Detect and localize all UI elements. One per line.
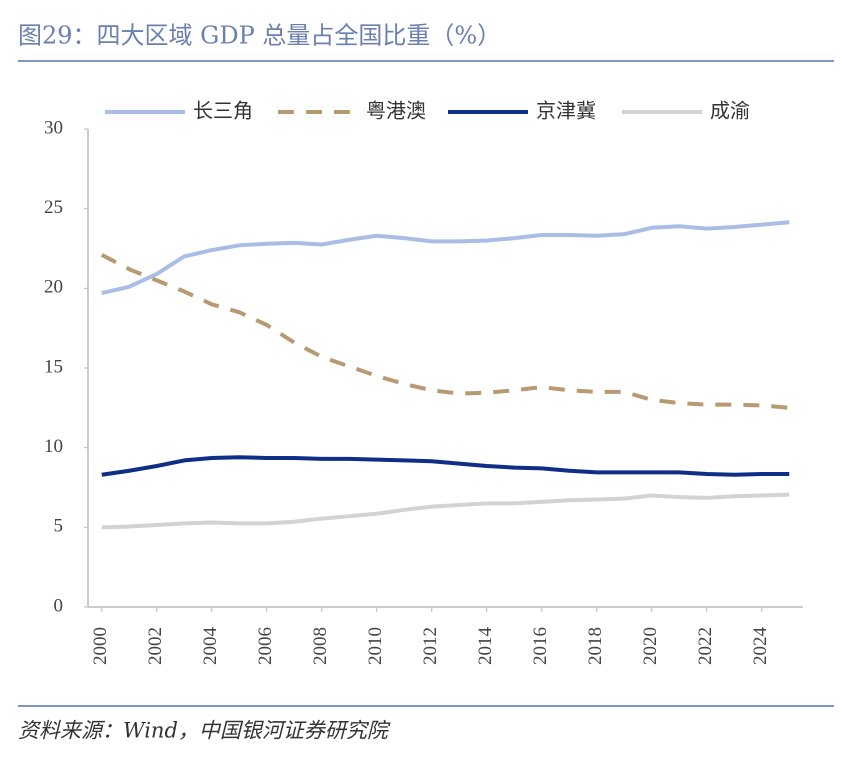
x-tick-label: 2016 [530,627,551,665]
legend-label: 成渝 [710,99,750,123]
y-tick-label: 5 [54,516,64,537]
x-tick-label: 2006 [255,627,276,665]
legend-label: 粤港澳 [366,99,426,123]
y-tick-label: 10 [44,436,63,457]
x-tick-label: 2004 [200,627,221,666]
legend-label: 京津冀 [536,99,596,123]
x-tick-label: 2012 [420,627,441,665]
chart-title: 图29：四大区域 GDP 总量占全国比重（%） [18,22,501,50]
y-tick-label: 25 [44,197,63,218]
x-tick-label: 2020 [640,627,661,665]
series-line [101,220,790,296]
y-tick-label: 20 [44,277,63,298]
x-tick-label: 2022 [695,627,716,665]
legend-label: 长三角 [193,99,253,123]
x-tick-label: 2000 [90,627,111,665]
x-tick-label: 2014 [475,627,496,666]
y-tick-label: 15 [44,356,63,377]
x-tick-label: 2018 [585,627,606,665]
x-tick-label: 2002 [145,627,166,665]
series-line [101,455,790,477]
series-line [100,253,790,410]
x-tick-label: 2010 [365,627,386,665]
series-line [101,492,790,530]
source-note: 资料来源：Wind，中国银河证券研究院 [18,719,391,743]
y-tick-label: 30 [44,117,63,138]
x-tick-label: 2008 [310,627,331,665]
x-tick-label: 2024 [750,627,771,666]
y-tick-label: 0 [54,595,64,616]
